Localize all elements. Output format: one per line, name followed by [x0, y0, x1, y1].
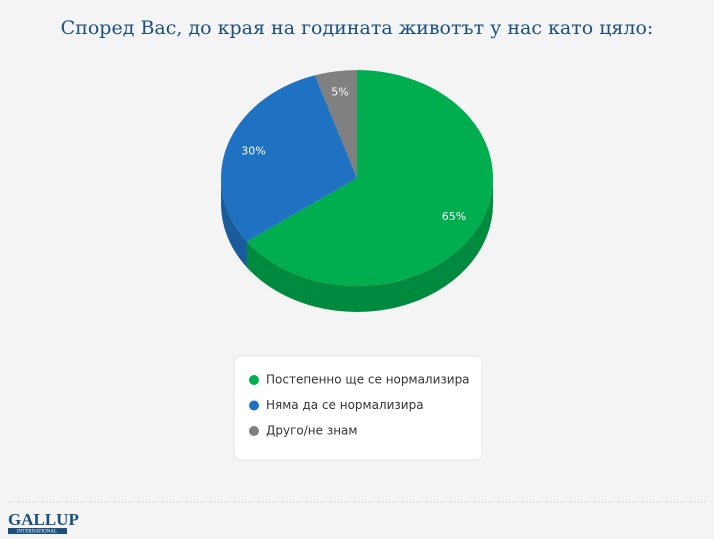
slice [314, 70, 357, 178]
legend-marker [249, 375, 259, 385]
data-label: 65% [442, 210, 466, 223]
slice-side [246, 178, 493, 312]
legend-marker [249, 400, 259, 411]
pie: 65% 30% 5% [221, 70, 493, 312]
legend-marker [249, 426, 259, 436]
slice [246, 70, 493, 286]
legend-label: Няма да се нормализира [266, 398, 424, 412]
legend-box [233, 355, 483, 461]
data-label: 30% [241, 144, 265, 157]
logo-sub: INTERNATIONAL [17, 530, 57, 535]
slice-side [221, 178, 247, 268]
slice [221, 75, 357, 242]
legend: Постепенно ще се нормализира Няма да се н… [249, 373, 470, 438]
legend-label: Постепенно ще се нормализира [266, 373, 470, 387]
logo: GALLUP [8, 510, 79, 529]
logo-bar [8, 528, 67, 534]
data-label: 5% [331, 86, 348, 99]
chart-title: Според Вас, до края на годината животът … [61, 17, 654, 39]
legend-label: Друго/не знам [266, 424, 357, 438]
